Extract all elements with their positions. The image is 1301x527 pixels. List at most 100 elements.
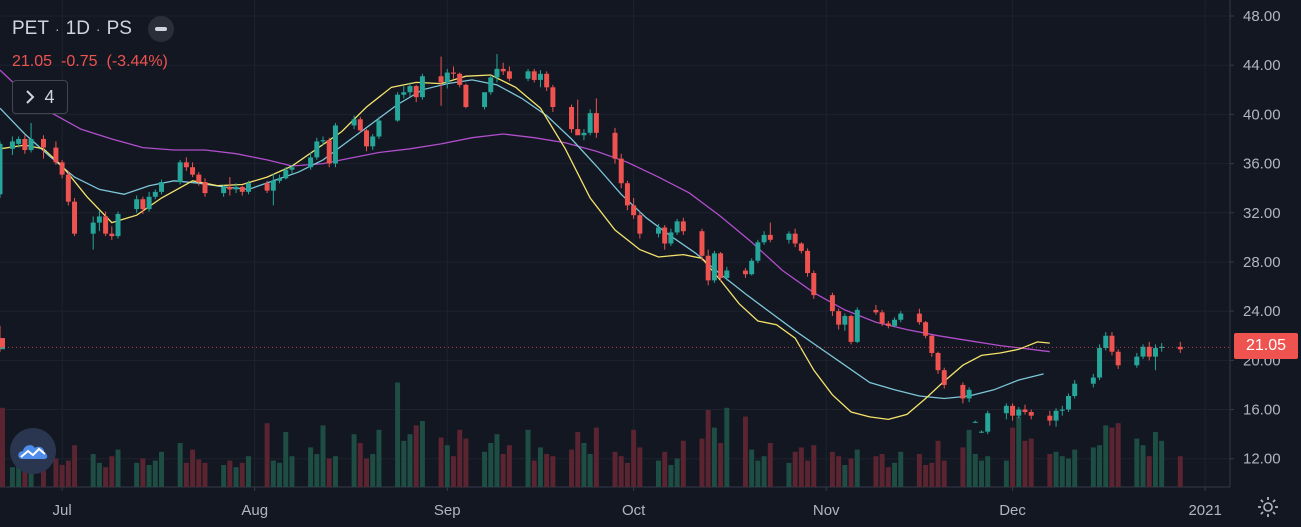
candle-body [500,68,506,72]
volume-bar [699,438,705,487]
volume-bar [320,425,326,487]
settings-gear-button[interactable] [1256,495,1280,519]
volume-bar [488,443,494,487]
candle-body [41,138,46,148]
ma-mid-line [0,79,1044,400]
volume-bar [376,429,382,487]
candle-body [196,174,202,183]
candle-body [28,138,34,151]
volume-bar [65,460,71,487]
candle-body [109,233,115,237]
candle-body [1003,405,1009,414]
last-price: 21.05 [12,53,53,70]
volume-bar [264,423,270,487]
candle-body [53,147,59,163]
candle-body [1134,356,1140,366]
interval-label[interactable]: 1D [65,18,90,39]
volume-bar [575,432,581,487]
candle-body [885,323,891,326]
volume-bar [500,454,506,487]
candle-body [1072,383,1078,396]
candle-body [146,196,152,210]
candle-body [711,253,717,281]
candle-body [1140,346,1146,357]
candle-body [892,319,898,326]
volume-bar [140,458,146,487]
candle-body [724,270,730,278]
candle-body [873,309,879,313]
candle-body [506,71,512,79]
candle-body [438,76,444,83]
price-axis-label: 48.00 [1243,8,1281,25]
volume-bar [277,462,283,487]
volume-bar [227,460,233,487]
volume-bar [1134,438,1140,487]
candle-body [842,316,848,325]
volume-bar [879,454,885,487]
candle-body [140,199,146,210]
candle-body [370,136,376,147]
hide-legend-button[interactable] [147,16,174,42]
volume-bar [985,456,991,487]
volume-bar [53,458,59,487]
volume-bar [1177,456,1183,487]
volume-bar [407,434,413,487]
candle-body [985,413,991,432]
volume-bar [923,465,929,487]
candle-body [972,421,978,423]
volume-bar [457,429,463,487]
candle-body [979,431,984,433]
chart-legend: PET · 1D · PS [12,16,174,42]
volume-bar [183,462,189,487]
volume-bar [438,437,444,487]
volume-bar [848,458,854,487]
candle-body [1109,335,1115,352]
price-axis-label: 16.00 [1243,402,1281,419]
volume-bar [1072,449,1078,487]
tradingview-logo-button[interactable] [10,428,56,474]
volume-bar [332,456,338,487]
price-axis-label: 36.00 [1243,156,1281,173]
candle-body [786,233,792,240]
volume-bar [656,460,661,487]
volume-bar [289,456,295,487]
time-axis-label: Sep [434,502,461,519]
candle-body [444,72,450,83]
time-axis-label: Dec [999,502,1026,519]
candle-body [1146,346,1152,357]
candle-body [668,232,674,244]
candle-body [264,183,270,191]
indicators-toggle-button[interactable]: 4 [12,80,68,114]
candle-body [115,213,121,237]
volume-bar [805,460,811,487]
candle-body [451,72,456,74]
volume-bar [370,454,376,487]
volume-bar [364,458,369,487]
volume-bar [270,460,276,487]
volume-bar [1146,456,1152,487]
volume-bar [836,456,842,487]
volume-bar [1159,440,1165,487]
volume-bar [786,462,792,487]
candle-body [612,132,618,159]
candle-body [656,227,661,234]
price-axis-label: 40.00 [1243,106,1281,123]
symbol-label[interactable]: PET [12,18,49,39]
price-axis-label: 12.00 [1243,451,1281,468]
candle-body [718,253,724,278]
volume-bar [395,382,401,487]
volume-bar [631,429,637,487]
candle-body [457,73,463,85]
volume-bar [1022,440,1028,487]
volume-bar [190,449,196,487]
time-axis-label: Aug [241,502,268,519]
volume-bar [892,462,898,487]
candle-body [152,191,158,197]
volume-bar [755,460,761,487]
volume-bar [451,456,456,487]
volume-bar [351,434,357,487]
volume-bar [9,467,15,487]
candle-body [805,250,811,274]
volume-bar [115,449,121,487]
